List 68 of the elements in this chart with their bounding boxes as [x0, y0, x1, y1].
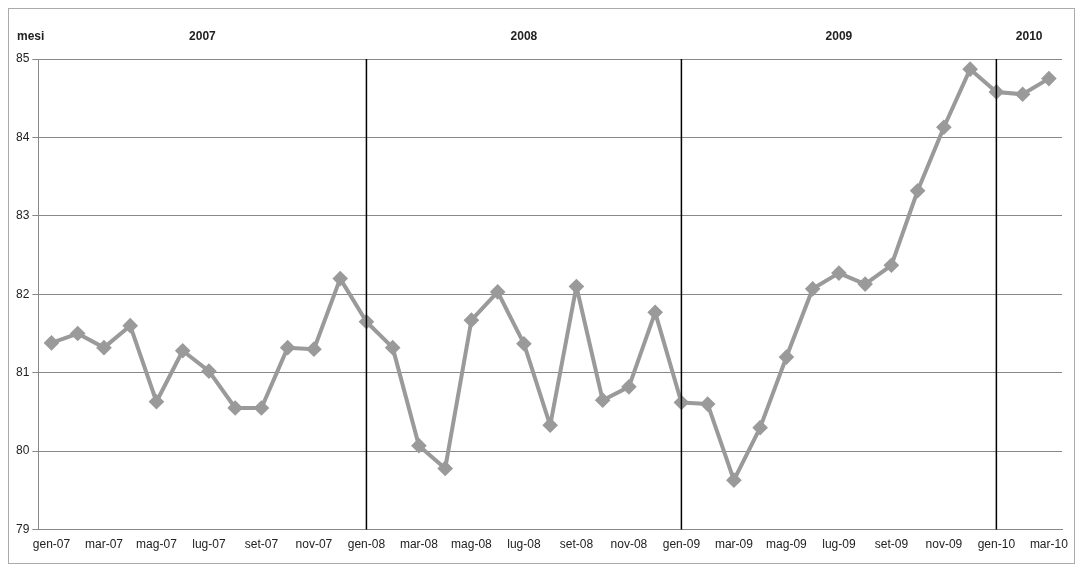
- point: [254, 401, 269, 416]
- y-tick-label: 79: [15, 521, 30, 536]
- point: [123, 318, 138, 333]
- point: [753, 420, 768, 435]
- x-tick-label: set-07: [244, 537, 279, 552]
- x-tick-label: lug-08: [507, 537, 541, 552]
- x-tick-label: mar-09: [714, 537, 754, 552]
- x-tick-label: mar-08: [399, 537, 439, 552]
- x-tick-label: lug-09: [822, 537, 856, 552]
- point: [438, 461, 453, 476]
- point: [595, 393, 610, 408]
- x-tick-label: mar-07: [84, 537, 124, 552]
- x-tick-label: mar-10: [1029, 537, 1069, 552]
- point: [44, 335, 59, 350]
- point: [831, 266, 846, 281]
- x-tick-label: nov-08: [610, 537, 648, 552]
- point: [490, 284, 505, 299]
- point: [464, 313, 479, 328]
- point: [516, 336, 531, 351]
- point: [910, 183, 925, 198]
- text: 2007: [189, 29, 217, 44]
- y-tick-label: 80: [15, 443, 30, 458]
- y-tick-label: 82: [15, 286, 30, 301]
- x-tick-label: gen-10: [977, 537, 1016, 552]
- point: [411, 438, 426, 453]
- point: [726, 473, 741, 488]
- point: [70, 326, 85, 341]
- x-tick-label: nov-07: [295, 537, 333, 552]
- point: [280, 340, 295, 355]
- point: [858, 277, 873, 292]
- x-tick-label: set-08: [559, 537, 594, 552]
- point: [805, 281, 820, 296]
- y-tick-label: 84: [15, 129, 30, 144]
- x-tick-label: set-09: [874, 537, 909, 552]
- x-tick-label: gen-07: [32, 537, 71, 552]
- point: [779, 350, 794, 365]
- point: [884, 258, 899, 273]
- point: [228, 401, 243, 416]
- point: [201, 364, 216, 379]
- point: [621, 379, 636, 394]
- point: [700, 397, 715, 412]
- x-tick-label: gen-09: [662, 537, 701, 552]
- y-tick-label: 81: [15, 365, 30, 380]
- x-tick-label: mag-09: [766, 537, 808, 552]
- point: [333, 271, 348, 286]
- y-tick-label: 83: [15, 208, 30, 223]
- x-tick-label: lug-07: [192, 537, 226, 552]
- point: [1015, 87, 1030, 102]
- point: [385, 340, 400, 355]
- x-tick-label: nov-09: [925, 537, 963, 552]
- text: 2010: [1015, 29, 1043, 44]
- text: 2009: [825, 29, 853, 44]
- point: [936, 120, 951, 135]
- point: [648, 305, 663, 320]
- y-axis-title: mesi: [17, 29, 45, 44]
- point: [1041, 71, 1056, 86]
- point: [96, 340, 111, 355]
- y-tick-label: 85: [15, 51, 30, 66]
- point: [306, 342, 321, 357]
- point: [963, 62, 978, 77]
- point: [569, 279, 584, 294]
- point: [175, 343, 190, 358]
- x-tick-label: mag-08: [451, 537, 493, 552]
- x-tick-label: mag-07: [136, 537, 178, 552]
- x-tick-label: gen-08: [347, 537, 386, 552]
- point: [149, 394, 164, 409]
- text: 2008: [510, 29, 538, 44]
- point: [543, 418, 558, 433]
